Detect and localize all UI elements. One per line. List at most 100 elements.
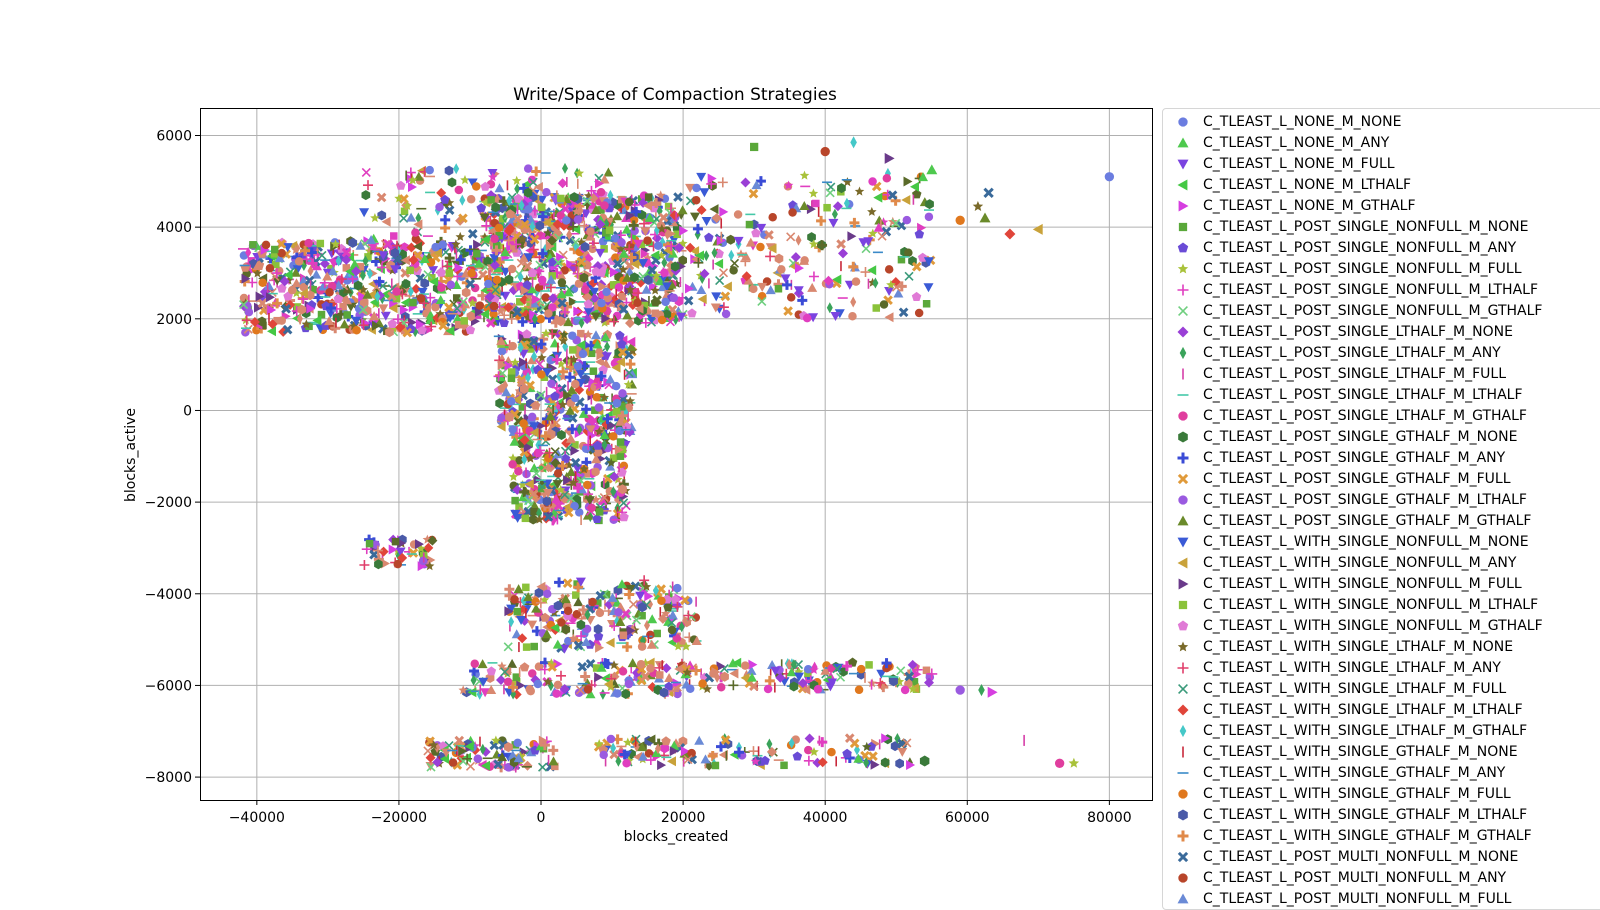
data-point [611,381,621,391]
x-tick-label: 40000 [803,810,848,826]
data-point [911,291,922,301]
legend-label: C_TLEAST_L_WITH_SINGLE_GTHALF_M_LTHALF [1203,806,1528,823]
legend-marker-shape [1178,578,1189,589]
data-point [507,750,518,760]
data-point [529,500,540,510]
data-point [406,242,417,253]
data-point [685,242,696,253]
data-point [621,224,632,234]
legend-marker-shape [1177,179,1188,190]
data-point [623,243,633,253]
data-point [617,347,628,358]
data-point [563,475,573,486]
legend-label: C_TLEAST_L_NONE_M_NONE [1203,113,1402,130]
data-point [673,689,682,699]
legend-marker-icon [1178,200,1189,211]
data-point [458,213,468,224]
data-points [237,136,1115,773]
data-point [904,248,913,257]
data-point [503,302,514,313]
data-point [400,255,410,266]
legend-marker-shape [1177,159,1189,169]
legend-item: C_TLEAST_L_WITH_SINGLE_NONFULL_M_LTHALF [1163,594,1538,615]
data-point [622,310,633,320]
legend-item: C_TLEAST_L_POST_SINGLE_NONFULL_M_FULL [1163,258,1522,279]
data-point [427,535,438,546]
data-point [914,229,925,239]
legend-marker [1163,156,1203,172]
data-point [523,496,534,506]
data-point [570,457,581,468]
data-point [679,225,689,236]
legend-label: C_TLEAST_L_POST_SINGLE_NONFULL_M_GTHALF [1203,302,1543,319]
data-point [651,309,659,318]
legend-marker-icon [1177,473,1189,484]
data-point [537,275,547,285]
data-point [638,611,646,620]
data-point [562,578,573,589]
data-point [553,469,563,478]
data-point [764,230,774,240]
y-tick-label: 4000 [156,220,192,236]
data-point [591,467,600,477]
data-point [311,269,322,279]
legend-marker [1163,702,1203,718]
data-point [711,292,722,302]
data-point [729,266,738,275]
data-point [544,309,553,318]
data-point [555,484,566,494]
data-point [566,467,577,476]
data-point [631,206,642,217]
data-point [879,300,889,309]
data-point [279,276,290,287]
data-point [485,673,495,683]
legend-label: C_TLEAST_L_POST_SINGLE_LTHALF_M_LTHALF [1203,386,1523,403]
data-point [579,272,589,283]
data-point [628,220,639,231]
data-point [646,664,655,673]
data-point [538,484,546,493]
data-point [563,287,574,297]
data-point [748,746,759,757]
data-point [343,311,351,319]
data-point [411,234,421,244]
data-point [623,737,633,747]
legend-marker-icon [1179,724,1187,737]
data-point [874,215,885,225]
legend-marker [1163,513,1203,529]
data-point [774,253,784,264]
data-point [342,264,351,272]
data-point [513,193,524,203]
legend-label: C_TLEAST_L_POST_SINGLE_LTHALF_M_ANY [1203,344,1501,361]
data-point [617,339,627,349]
data-point [491,245,502,256]
data-point [341,247,352,258]
data-point [531,294,541,305]
data-point [481,234,491,245]
data-point [673,192,683,202]
data-point [540,463,550,473]
data-point [516,298,524,306]
data-point [370,213,380,223]
data-point [583,685,593,694]
data-point [611,362,621,373]
data-point [763,684,773,694]
data-point [416,543,426,553]
legend-marker-icon [1177,284,1189,295]
data-point [594,599,602,607]
data-point [767,243,777,254]
legend-label: C_TLEAST_L_POST_SINGLE_NONFULL_M_NONE [1203,218,1529,235]
data-point [634,303,644,314]
data-point [582,510,593,520]
data-point [570,192,579,203]
legend-marker [1163,870,1203,886]
data-point [657,282,668,292]
data-point [793,286,804,296]
data-point [618,667,628,676]
data-point [257,316,267,327]
data-point [459,194,466,206]
data-point [424,561,435,571]
data-point [594,672,604,683]
data-point [496,336,507,346]
data-point [598,281,608,292]
